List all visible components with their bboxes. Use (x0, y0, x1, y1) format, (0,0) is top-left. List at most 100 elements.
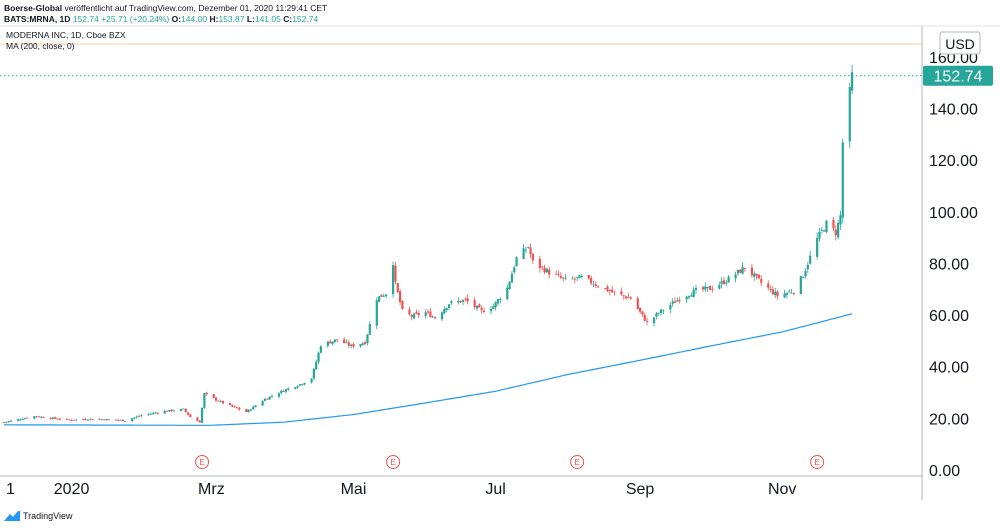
candle-body (538, 258, 541, 268)
candle-body (823, 230, 826, 232)
candle-body (606, 286, 609, 292)
y-tick-label: 80.00 (929, 256, 969, 273)
candle-body (548, 269, 551, 275)
candle-body (394, 265, 397, 282)
candle-body (652, 317, 656, 324)
candle-body (478, 304, 481, 308)
candles-layer (2, 64, 854, 424)
candle-body (217, 400, 220, 402)
candle-body (168, 409, 171, 412)
price-change: +25.71 (+20.24%) (101, 14, 170, 24)
candle-body (408, 309, 411, 315)
candle-body (816, 237, 819, 257)
candle-body (119, 419, 122, 421)
open-label: O: (171, 14, 182, 24)
earnings-marker[interactable] (810, 455, 825, 469)
candle-body (84, 419, 87, 420)
earnings-marker-label: E (390, 458, 395, 467)
candle-body (282, 391, 285, 392)
candle-body (303, 382, 306, 385)
candle-body (834, 229, 837, 236)
candle-body (753, 273, 756, 277)
candle-body (19, 419, 22, 421)
earnings-marker-label: E (199, 458, 204, 467)
candle-body (380, 294, 383, 297)
candle-body (757, 274, 761, 279)
candle-body (147, 413, 150, 415)
candle-body (89, 418, 92, 420)
close-value: 152.74 (292, 14, 319, 24)
earnings-marker[interactable] (386, 455, 401, 469)
candle-body (459, 300, 462, 303)
candle-body (676, 300, 679, 302)
candle-body (86, 419, 89, 421)
candle-body (296, 386, 299, 388)
candle-body (741, 267, 744, 274)
candle-body (347, 342, 350, 346)
candle-body (774, 291, 777, 295)
candle-body (287, 388, 290, 390)
candle-body (543, 267, 546, 273)
candle-body (350, 344, 353, 346)
candle-body (58, 418, 62, 420)
candle-body (527, 247, 530, 248)
candle-body (629, 297, 632, 299)
earnings-marker[interactable] (195, 455, 210, 469)
time-axis-labels[interactable]: 1 2020 Mrz Mai Jul Sep Nov (6, 481, 796, 498)
earnings-marker[interactable] (570, 455, 585, 469)
candle-body (443, 309, 446, 314)
candle-body (319, 346, 322, 353)
candle-body (785, 292, 788, 296)
candle-body (760, 279, 763, 283)
price-axis-labels[interactable]: 0.00 20.00 40.00 60.00 80.00 100.00 120.00 140.… (929, 50, 978, 480)
candle-body (755, 273, 758, 276)
candle-body (692, 289, 695, 297)
candle-body (364, 342, 367, 345)
currency-button-bg[interactable] (939, 31, 981, 55)
candle-body (818, 231, 821, 239)
candle-body (378, 296, 381, 302)
y-tick-label: 60.00 (929, 308, 969, 325)
y-tick-label: 100.00 (929, 205, 978, 222)
candle-body (722, 280, 726, 284)
candle-body (252, 406, 255, 410)
candle-body (802, 277, 805, 279)
candle-body (783, 293, 786, 298)
candle-body (382, 295, 385, 297)
candle-body (727, 276, 730, 283)
candle-body (624, 296, 628, 299)
candle-body (711, 288, 714, 290)
candle-body (429, 311, 432, 318)
candle-body (809, 255, 812, 264)
candle-body (149, 413, 152, 415)
currency-button[interactable]: USD (945, 36, 975, 52)
candle-body (65, 418, 69, 420)
candle-body (806, 264, 809, 270)
candle-body (107, 419, 110, 421)
candle-body (133, 417, 136, 419)
candle-body (578, 275, 581, 279)
low-label: L: (246, 14, 255, 24)
candle-body (152, 412, 155, 414)
candle-body (312, 368, 315, 379)
candle-body (708, 286, 712, 290)
candle-body (604, 288, 607, 289)
candle-body (33, 416, 36, 419)
candle-body (154, 412, 157, 414)
candle-body (832, 219, 835, 229)
candle-body (37, 416, 41, 418)
candle-body (494, 301, 497, 308)
candle-body (35, 416, 38, 418)
candle-body (594, 284, 597, 286)
published-text: veröffentlicht auf TradingView.com, Deze… (64, 3, 328, 13)
moving-average-layer (4, 313, 853, 426)
candle-body (559, 275, 562, 278)
candle-body (489, 308, 493, 312)
footer-brand[interactable]: TradingView (4, 511, 73, 521)
candle-body (182, 408, 185, 410)
candle-body (396, 283, 399, 293)
candle-body (221, 400, 225, 404)
candle-body (415, 312, 418, 314)
candle-body (555, 273, 558, 275)
